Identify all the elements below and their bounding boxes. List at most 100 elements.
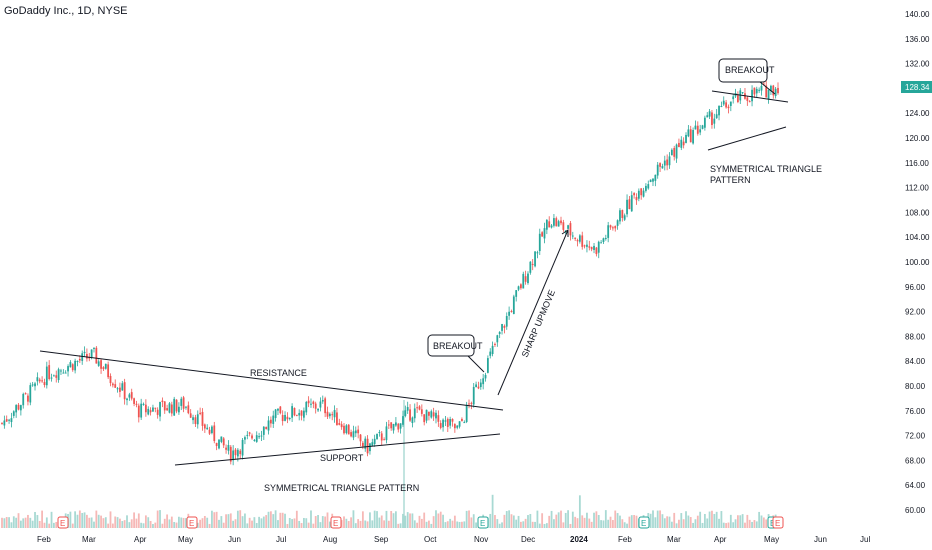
candle-body bbox=[439, 423, 442, 428]
candle-body bbox=[187, 405, 190, 414]
svg-text:E: E bbox=[480, 519, 485, 528]
candle-body bbox=[581, 235, 584, 247]
earnings-event-icon[interactable]: E bbox=[477, 516, 489, 529]
volume-bar bbox=[737, 515, 739, 528]
volume-bar bbox=[135, 518, 138, 528]
candle-body bbox=[182, 397, 185, 409]
candle-body bbox=[689, 129, 692, 143]
y-tick-label: 116.00 bbox=[905, 159, 929, 168]
earnings-event-icon[interactable]: E bbox=[772, 516, 784, 529]
candle-body bbox=[76, 360, 79, 362]
volume-bar bbox=[147, 517, 150, 528]
candle-body bbox=[510, 311, 513, 313]
volume-bar bbox=[3, 518, 6, 528]
volume-bar bbox=[317, 515, 319, 528]
candle-body bbox=[317, 408, 319, 411]
candle-body bbox=[312, 401, 315, 404]
candle-body bbox=[498, 332, 501, 335]
volume-bar bbox=[371, 520, 374, 528]
volume-bar bbox=[715, 511, 718, 528]
candle-body bbox=[130, 392, 133, 399]
candle-body bbox=[602, 238, 605, 242]
volume-bar bbox=[718, 518, 720, 528]
candle-body bbox=[366, 438, 369, 454]
candle-body bbox=[725, 102, 728, 108]
candle-body bbox=[286, 416, 289, 420]
volume-bar bbox=[284, 513, 286, 528]
volume-bar bbox=[274, 510, 277, 528]
volume-bar bbox=[350, 517, 352, 528]
volume-bar bbox=[583, 517, 586, 528]
candle-body bbox=[272, 415, 275, 424]
volume-bar bbox=[586, 512, 588, 528]
volume-bar bbox=[762, 517, 765, 528]
candle-body bbox=[310, 403, 312, 405]
candle-body bbox=[529, 261, 532, 273]
candle-body bbox=[78, 358, 81, 361]
candle-body bbox=[486, 358, 489, 373]
candle-body bbox=[593, 245, 595, 250]
candle-body bbox=[522, 273, 525, 289]
candle-body bbox=[722, 100, 725, 105]
volume-bar bbox=[600, 520, 603, 528]
candle-body bbox=[748, 101, 751, 103]
candle-body bbox=[765, 85, 768, 98]
candle-body bbox=[24, 393, 27, 395]
candle-body bbox=[3, 420, 6, 426]
candle-body bbox=[189, 413, 192, 418]
candle-body bbox=[751, 89, 753, 102]
candle-body bbox=[376, 433, 378, 440]
candle-body bbox=[461, 418, 463, 422]
event-markers: EEEEEEE bbox=[57, 516, 784, 529]
volume-bar bbox=[430, 523, 433, 528]
volume-bar bbox=[111, 523, 114, 528]
volume-bar bbox=[10, 522, 13, 528]
candle-body bbox=[109, 375, 112, 384]
candle-body bbox=[541, 232, 544, 237]
support-line-2 bbox=[707, 126, 787, 151]
candle-body bbox=[536, 252, 539, 254]
candle-body bbox=[107, 364, 110, 378]
volume-bar bbox=[458, 521, 461, 528]
breakout-pointer-2 bbox=[759, 81, 776, 95]
volume-bar bbox=[95, 510, 98, 528]
candle-body bbox=[630, 195, 633, 212]
volume-bar bbox=[312, 523, 315, 528]
volume-bar bbox=[626, 523, 628, 528]
candle-body bbox=[755, 88, 758, 94]
volume-bar bbox=[616, 513, 619, 528]
volume-bar bbox=[758, 511, 761, 528]
candle-body bbox=[149, 410, 152, 413]
candle-body bbox=[609, 225, 612, 228]
volume-bar bbox=[680, 513, 683, 528]
candle-body bbox=[281, 415, 284, 422]
candle-body bbox=[321, 400, 324, 402]
candle-body bbox=[512, 296, 515, 314]
earnings-event-icon[interactable]: E bbox=[330, 516, 342, 529]
x-tick-label: Feb bbox=[37, 535, 51, 544]
volume-bar bbox=[159, 510, 161, 528]
earnings-event-icon[interactable]: E bbox=[186, 516, 198, 529]
candle-body bbox=[406, 407, 409, 411]
volume-bar bbox=[88, 517, 91, 528]
earnings-event-icon[interactable]: E bbox=[638, 516, 650, 529]
volume-bar bbox=[142, 523, 145, 528]
candle-body bbox=[246, 434, 249, 436]
candle-body bbox=[69, 362, 72, 368]
volume-bar bbox=[678, 519, 680, 528]
volume-bar bbox=[328, 521, 331, 528]
volume-bar bbox=[93, 521, 95, 528]
candle-body bbox=[121, 383, 124, 391]
volume-bar bbox=[378, 517, 381, 528]
candle-body bbox=[284, 414, 286, 421]
volume-bar bbox=[666, 516, 669, 528]
candle-body bbox=[470, 402, 473, 404]
earnings-event-icon[interactable]: E bbox=[57, 516, 69, 529]
candle-body bbox=[479, 382, 482, 388]
volume-bar bbox=[170, 516, 173, 528]
volume-bar bbox=[303, 517, 305, 528]
volume-bar bbox=[201, 518, 204, 528]
candle-body bbox=[706, 115, 709, 118]
candle-body bbox=[211, 426, 213, 434]
